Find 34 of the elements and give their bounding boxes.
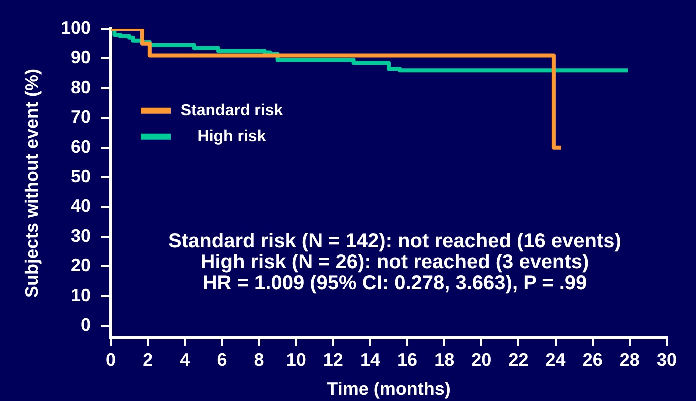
- y-axis-title: Subjects without event (%): [22, 68, 42, 298]
- annotation: Standard risk (N = 142): not reached (16 events): [168, 230, 622, 253]
- legend-label: Standard risk: [180, 102, 284, 120]
- x-tick-label: 24: [546, 350, 566, 370]
- x-tick-label: 2: [143, 350, 154, 370]
- x-tick-label: 0: [106, 350, 116, 370]
- x-tick-label: 8: [254, 350, 264, 370]
- y-tick-label: 90: [70, 48, 91, 68]
- x-tick-label: 4: [180, 350, 190, 370]
- x-tick-label: 26: [582, 350, 603, 370]
- annotation: HR = 1.009 (95% CI: 0.278, 3.663), P = .99: [202, 272, 588, 295]
- y-tick-label: 50: [70, 166, 91, 187]
- y-tick-label: 100: [60, 18, 91, 38]
- x-tick-label: 30: [656, 350, 678, 370]
- y-tick-label: 20: [70, 256, 91, 276]
- x-tick-label: 28: [620, 350, 640, 370]
- y-tick-label: 0: [80, 315, 91, 336]
- x-tick-label: 20: [472, 350, 492, 370]
- x-tick-label: 22: [508, 350, 529, 370]
- y-tick-label: 60: [70, 136, 91, 157]
- y-tick-label: 40: [70, 196, 91, 216]
- y-tick-label: 30: [70, 226, 91, 246]
- x-tick-label: 12: [323, 350, 344, 370]
- y-tick-label: 10: [70, 285, 91, 306]
- x-tick-label: 16: [398, 350, 418, 370]
- x-tick-label: 10: [286, 350, 306, 370]
- x-axis-title: Time (months): [327, 379, 451, 400]
- x-tick-label: 18: [434, 350, 455, 370]
- annotation: High risk (N = 26): not reached (3 events): [200, 252, 590, 274]
- x-tick-label: 6: [217, 350, 228, 370]
- y-tick-label: 80: [70, 77, 91, 98]
- legend-label: High risk: [198, 128, 266, 146]
- x-tick-label: 14: [360, 350, 380, 370]
- y-tick-label: 70: [70, 107, 91, 128]
